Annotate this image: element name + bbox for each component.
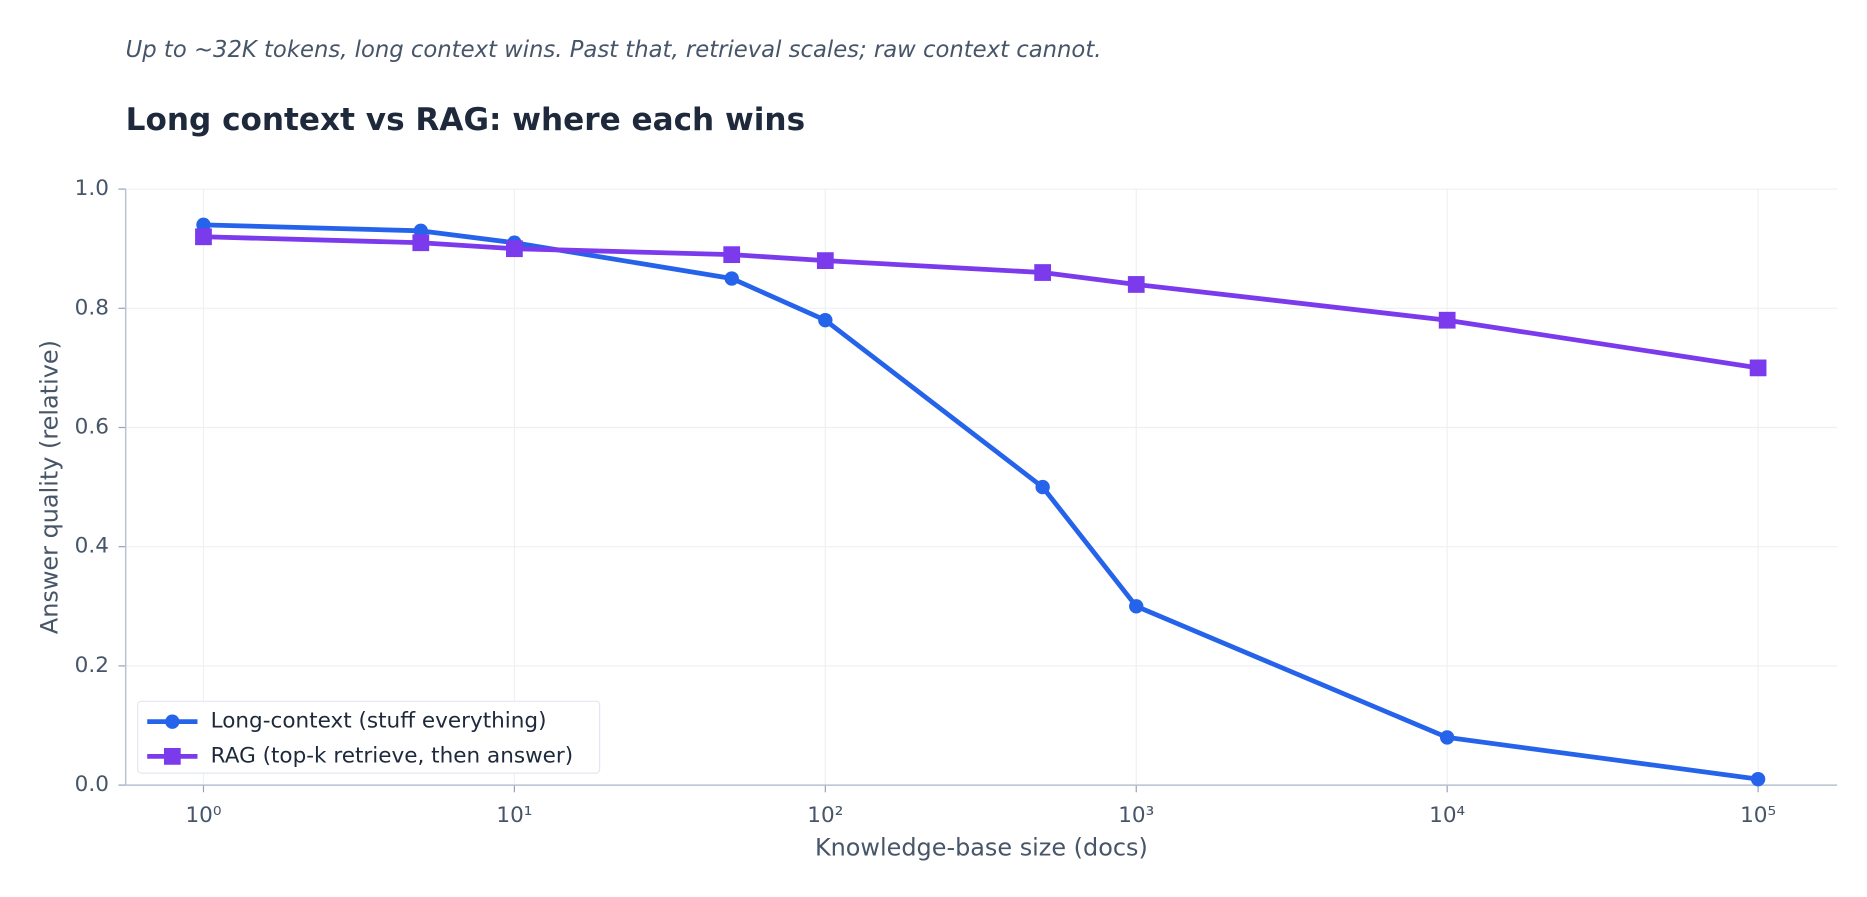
legend-marker <box>165 714 180 729</box>
y-tick-label: 0.6 <box>75 414 109 439</box>
x-tick-label: 10² <box>807 803 843 828</box>
marker <box>1035 479 1050 495</box>
chart-subtitle: Up to ~32K tokens, long context wins. Pa… <box>126 37 1102 63</box>
x-tick-label: 10⁴ <box>1429 803 1465 828</box>
y-tick-label: 1.0 <box>75 176 109 201</box>
legend-box <box>137 700 601 774</box>
x-tick-label: 10⁵ <box>1740 803 1776 828</box>
series-line <box>203 234 1759 371</box>
marker <box>1129 599 1144 614</box>
chart-title: Long context vs RAG: where each wins <box>126 102 805 138</box>
y-tick-label: 0.8 <box>75 295 109 320</box>
y-tick-label: 0.4 <box>75 534 109 559</box>
marker <box>412 234 430 252</box>
x-axis-label: Knowledge-base size (docs) <box>815 834 1148 862</box>
legend-label: RAG (top-k retrieve, then answer) <box>211 743 574 768</box>
legend: Long-context (stuff everything) RAG (top-… <box>137 700 601 774</box>
marker <box>1749 359 1767 377</box>
x-tick-label: 10³ <box>1118 803 1154 828</box>
marker <box>1439 730 1455 745</box>
legend-marker <box>163 747 181 765</box>
marker <box>195 228 212 246</box>
marker <box>723 246 741 264</box>
x-tick-label: 10¹ <box>496 803 532 828</box>
marker <box>506 240 523 258</box>
marker <box>1034 264 1052 281</box>
marker <box>1127 276 1145 293</box>
y-axis-label: Answer quality (relative) <box>35 340 63 634</box>
y-tick-label: 0.0 <box>75 772 109 797</box>
marker <box>1438 311 1456 329</box>
marker <box>818 313 833 328</box>
x-tick-label: 10⁰ <box>185 803 221 828</box>
legend-label: Long-context (stuff everything) <box>211 709 547 734</box>
marker <box>724 271 739 286</box>
marker <box>1750 771 1766 787</box>
marker <box>816 252 834 269</box>
y-tick-label: 0.2 <box>75 653 109 678</box>
